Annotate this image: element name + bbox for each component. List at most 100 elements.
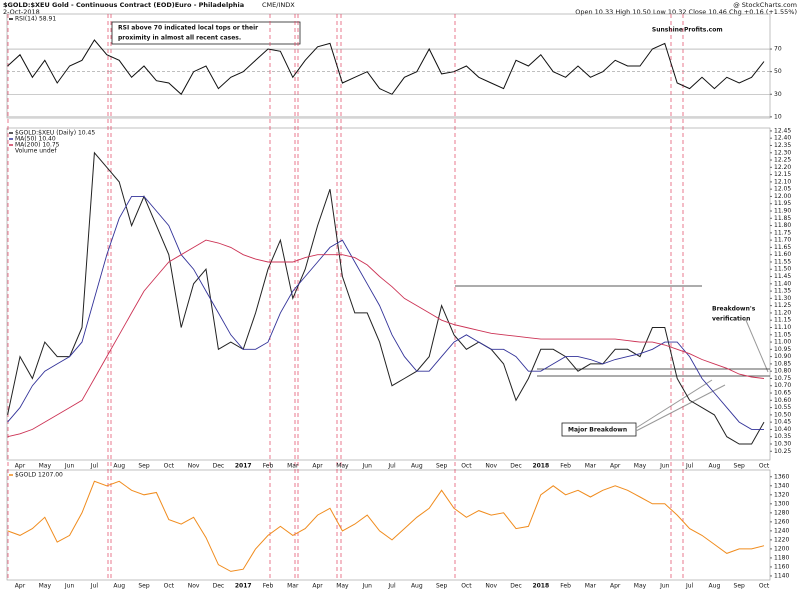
y-tick-label: 10.85 xyxy=(774,360,791,367)
y-tick-label: 11.95 xyxy=(774,200,791,207)
y-tick-label: 10.35 xyxy=(774,433,791,440)
y-tick-label: 11.35 xyxy=(774,288,791,295)
x-tick-label: Apr xyxy=(15,463,26,470)
series-line xyxy=(7,480,765,572)
x-tick-label: May xyxy=(336,583,349,590)
series-line xyxy=(7,195,764,430)
x-tick-label: Apr xyxy=(610,583,621,590)
y-tick-label: 10 xyxy=(774,113,782,120)
y-tick-label: 10.70 xyxy=(774,382,791,389)
x-tick-label: Mar xyxy=(585,463,597,470)
y-tick-label: 10.40 xyxy=(774,426,791,433)
series-line xyxy=(7,239,765,438)
x-tick-label: Aug xyxy=(411,463,423,470)
legend-label: MA(50) 10.40 xyxy=(15,136,56,143)
arrow xyxy=(635,379,713,429)
y-tick-label: 1280 xyxy=(774,509,789,516)
y-tick-label: 10.25 xyxy=(774,448,791,455)
y-tick-label: 10.75 xyxy=(774,375,791,382)
x-tick-label: Apr xyxy=(15,583,26,590)
x-tick-label: May xyxy=(634,583,647,590)
y-tick-label: 12.05 xyxy=(774,186,791,193)
legend-label: $GOLD 1207.00 xyxy=(15,472,63,479)
y-tick-label: 11.25 xyxy=(774,302,791,309)
x-tick-label: Dec xyxy=(510,583,522,590)
x-tick-label: Dec xyxy=(213,583,225,590)
y-tick-label: 10.90 xyxy=(774,353,791,360)
x-tick-label: Jul xyxy=(90,463,99,470)
annotation: RSI above 70 indicated local tops or the… xyxy=(118,25,258,32)
x-tick-label: Oct xyxy=(461,463,472,470)
y-tick-label: 11.55 xyxy=(774,258,791,265)
y-tick-label: 12.30 xyxy=(774,149,791,156)
y-tick-label: 1140 xyxy=(774,572,789,579)
y-tick-label: 12.35 xyxy=(774,142,791,149)
legend-label: RSI(14) 58.91 xyxy=(15,16,56,23)
y-tick-label: 10.60 xyxy=(774,397,791,404)
y-tick-label: 12.25 xyxy=(774,157,791,164)
y-tick-label: 11.90 xyxy=(774,208,791,215)
y-tick-label: 70 xyxy=(774,46,782,53)
y-tick-label: 11.30 xyxy=(774,295,791,302)
y-tick-label: 11.65 xyxy=(774,244,791,251)
x-tick-label: Mar xyxy=(287,583,299,590)
arrow xyxy=(744,317,769,373)
y-tick-label: 11.20 xyxy=(774,309,791,316)
y-tick-label: 10.95 xyxy=(774,346,791,353)
source: @ StockCharts.com xyxy=(733,1,797,9)
y-tick-label: 11.00 xyxy=(774,339,791,346)
x-tick-label: Sep xyxy=(436,463,448,470)
y-tick-label: 1180 xyxy=(774,554,789,561)
x-tick-label: Jul xyxy=(387,583,396,590)
x-tick-label: May xyxy=(39,583,52,590)
x-tick-label: Jul xyxy=(387,463,396,470)
rsi-frame xyxy=(6,13,771,119)
y-tick-label: 11.70 xyxy=(774,237,791,244)
y-tick-label: 10.45 xyxy=(774,419,791,426)
chart-title: $GOLD:$XEU Gold - Continuous Contract (E… xyxy=(3,1,244,9)
y-tick-label: 10.80 xyxy=(774,368,791,375)
x-tick-label: Jul xyxy=(685,463,694,470)
y-tick-label: 11.05 xyxy=(774,331,791,338)
y-tick-label: 12.00 xyxy=(774,193,791,200)
y-tick-label: 11.45 xyxy=(774,273,791,280)
x-tick-label: Jun xyxy=(659,463,670,470)
x-tick-label: Jun xyxy=(64,463,75,470)
y-tick-label: 10.65 xyxy=(774,390,791,397)
x-tick-label: Oct xyxy=(461,583,472,590)
exchange: CME/INDX xyxy=(262,1,295,9)
x-tick-label: Sep xyxy=(734,583,746,590)
x-tick-label: Jun xyxy=(64,583,75,590)
x-tick-label: Apr xyxy=(610,463,621,470)
legend-label: MA(200) 10.75 xyxy=(15,142,60,149)
x-tick-label: Aug xyxy=(709,583,721,590)
y-tick-label: 12.45 xyxy=(774,127,791,134)
annotation: Major Breakdown xyxy=(568,427,627,434)
y-tick-label: 11.80 xyxy=(774,222,791,229)
y-tick-label: 11.10 xyxy=(774,324,791,331)
x-tick-label: Dec xyxy=(510,463,522,470)
x-tick-label: Nov xyxy=(485,583,497,590)
x-tick-label: May xyxy=(39,463,52,470)
y-tick-label: 10.55 xyxy=(774,404,791,411)
x-tick-label: 2018 xyxy=(532,463,549,470)
x-tick-label: Oct xyxy=(759,583,770,590)
x-tick-label: Dec xyxy=(213,463,225,470)
y-tick-label: 1220 xyxy=(774,536,789,543)
annotation-bg xyxy=(710,302,768,324)
x-tick-label: Nov xyxy=(188,583,200,590)
x-tick-label: Aug xyxy=(709,463,721,470)
x-tick-label: Jun xyxy=(362,463,373,470)
x-tick-label: Apr xyxy=(312,463,323,470)
x-tick-label: Jul xyxy=(90,583,99,590)
x-tick-label: Sep xyxy=(734,463,746,470)
y-tick-label: 11.85 xyxy=(774,215,791,222)
x-tick-label: Jun xyxy=(659,583,670,590)
x-tick-label: Oct xyxy=(164,583,175,590)
y-tick-label: 12.15 xyxy=(774,171,791,178)
x-tick-label: Feb xyxy=(263,583,274,590)
x-tick-label: 2018 xyxy=(532,583,549,590)
x-tick-label: Sep xyxy=(436,583,448,590)
y-tick-label: 1200 xyxy=(774,545,789,552)
